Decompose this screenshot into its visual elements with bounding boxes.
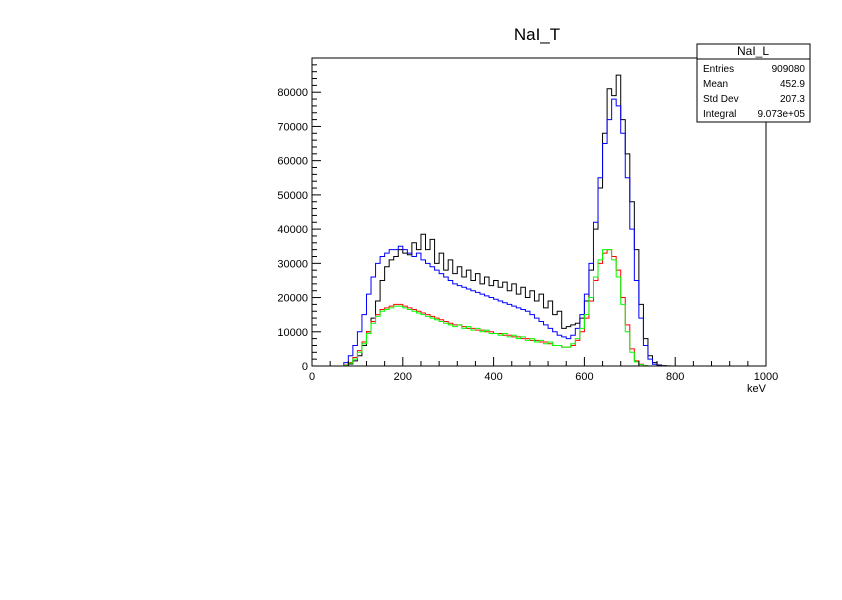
- y-tick-label: 50000: [277, 190, 308, 202]
- stats-value-stddev: 207.3: [780, 94, 805, 105]
- x-tick-label: 200: [394, 371, 412, 383]
- stats-label-integral: Integral: [703, 109, 736, 120]
- y-tick-label: 0: [302, 361, 308, 373]
- stats-box-title: NaI_L: [737, 44, 769, 58]
- stats-box: NaI_L Entries 909080 Mean 452.9 Std Dev …: [696, 43, 811, 123]
- stats-box-frame: [696, 43, 811, 123]
- stats-value-entries: 909080: [772, 64, 806, 75]
- axes: 0 200 400 600 800 100001000020000300004000050…: [277, 64, 778, 383]
- y-tick-label: 60000: [277, 156, 308, 168]
- histogram-series-2: [312, 98, 766, 367]
- plot-frame: [311, 57, 767, 367]
- y-tick-label: 30000: [277, 258, 308, 270]
- stats-value-integral: 9.073e+05: [757, 109, 805, 120]
- stats-label-stddev: Std Dev: [703, 94, 739, 105]
- y-tick-label: 20000: [277, 293, 308, 305]
- y-tick-label: 80000: [277, 87, 308, 99]
- plot-area: [312, 74, 766, 367]
- stats-label-entries: Entries: [703, 64, 734, 75]
- stats-label-mean: Mean: [703, 79, 728, 90]
- x-tick-label: 0: [309, 371, 315, 383]
- y-tick-label: 70000: [277, 121, 308, 133]
- x-tick-label: 1000: [754, 371, 778, 383]
- y-tick-label: 40000: [277, 224, 308, 236]
- x-tick-label: 800: [666, 371, 684, 383]
- x-tick-label: 600: [575, 371, 593, 383]
- y-tick-label: 10000: [277, 327, 308, 339]
- x-axis-label: keV: [747, 383, 767, 395]
- histogram-series-1: [312, 74, 766, 367]
- stats-value-mean: 452.9: [780, 79, 805, 90]
- x-tick-label: 400: [484, 371, 502, 383]
- chart-title: NaI_T: [514, 25, 560, 44]
